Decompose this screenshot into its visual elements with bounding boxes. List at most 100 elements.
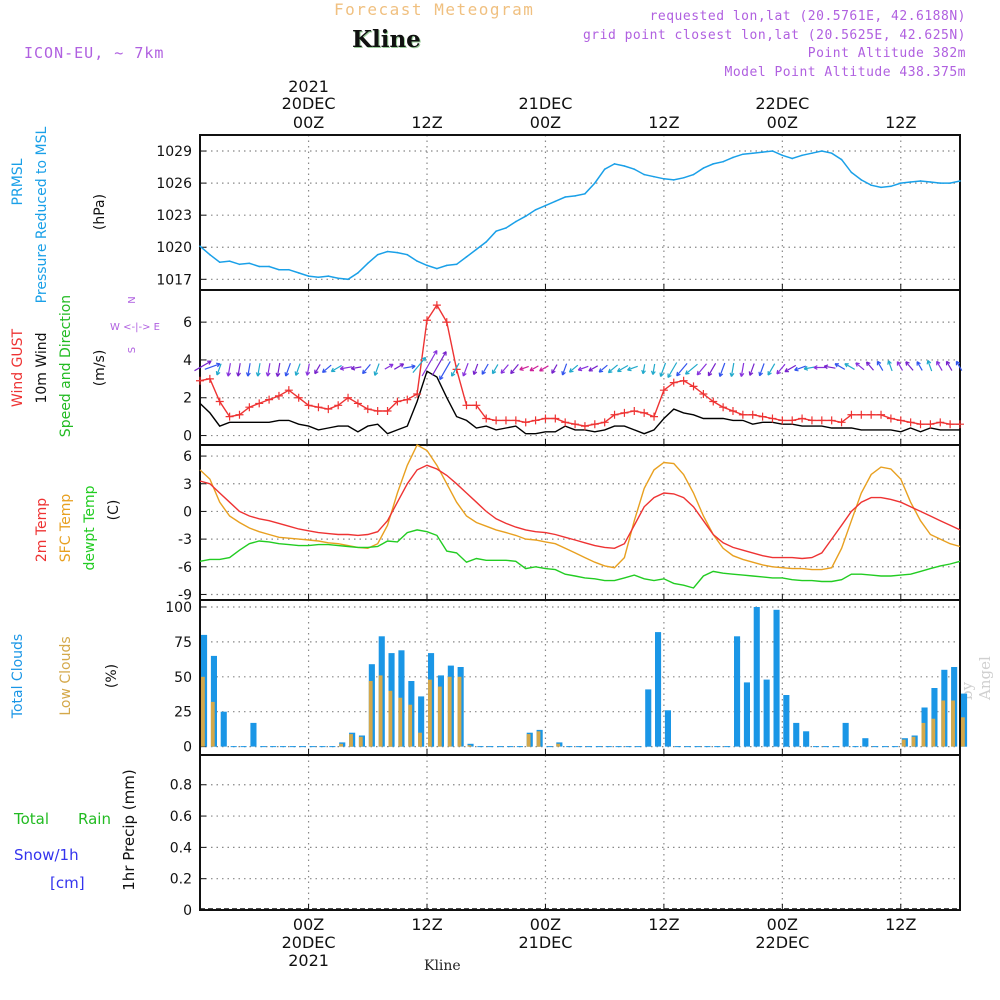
pressure-point <box>278 268 280 271</box>
pressure-point <box>396 251 399 254</box>
pressure-point <box>692 173 695 176</box>
wind-direction-arrow <box>226 363 232 377</box>
gust-marker <box>442 318 451 327</box>
top-time-label: 00Z <box>767 113 798 132</box>
total-cloud-bar <box>931 688 938 747</box>
pressure-point <box>702 167 705 169</box>
gust-marker <box>946 420 955 429</box>
wind-direction-arrow <box>577 365 589 372</box>
low-cloud-bar <box>408 704 413 747</box>
low-cloud-bar <box>457 676 462 747</box>
low-cloud-bar <box>368 681 373 747</box>
low-cloud-bar <box>339 743 343 747</box>
gust-marker <box>462 401 471 410</box>
pressure-point <box>288 268 290 271</box>
pressure-point <box>357 272 359 274</box>
gust-marker <box>482 414 491 423</box>
wind-direction-arrow <box>500 364 509 374</box>
pressure-point <box>840 158 843 161</box>
compass-west-east: W <-|-> E <box>110 322 160 333</box>
low-cloud-bar <box>358 736 363 747</box>
wind-direction-arrow <box>598 364 608 373</box>
bottom-date-label: 20DEC <box>282 933 336 952</box>
pressure-point <box>544 204 547 207</box>
wind-direction-arrow <box>439 361 451 381</box>
low-cloud-bar <box>921 722 926 747</box>
gust-marker <box>541 414 550 423</box>
low-cloud-bar <box>951 700 955 747</box>
wind-direction-arrow <box>767 363 776 376</box>
gust-marker <box>679 376 688 385</box>
bottom-time-label: 00Z <box>767 915 798 934</box>
pressure-point <box>297 272 300 274</box>
gust-marker <box>245 403 254 412</box>
wind-direction-arrow <box>794 365 807 372</box>
wind-direction-arrow <box>431 351 447 376</box>
wind-label-direction: Speed and Direction <box>58 295 74 437</box>
pressure-point <box>890 185 892 188</box>
wind-label-gust: Wind GUST <box>10 328 26 407</box>
pressure-point <box>742 153 744 156</box>
gust-marker <box>413 389 422 398</box>
gust-marker <box>561 418 570 427</box>
pressure-point <box>455 263 458 266</box>
gust-marker <box>304 401 313 410</box>
pressure-point <box>949 182 951 184</box>
wind-direction-arrow <box>403 364 416 370</box>
gust-marker <box>265 395 274 404</box>
wind-direction-arrow <box>823 364 836 370</box>
wind-direction-arrow <box>855 362 865 371</box>
wind-direction-arrow <box>421 349 438 377</box>
temp-2m-series-line <box>199 464 961 560</box>
wind-direction-arrow <box>926 359 933 372</box>
clouds-y-tick-label: 50 <box>174 670 192 686</box>
wind-direction-arrow <box>739 362 745 377</box>
wind-direction-arrow <box>294 363 301 376</box>
wind10m-series-line <box>199 370 960 435</box>
clouds-y-tick-label: 0 <box>183 740 192 756</box>
wind-direction-arrow <box>412 356 427 373</box>
gust-marker <box>363 405 372 414</box>
pressure-point <box>830 152 833 154</box>
wind-direction-arrow <box>916 361 923 371</box>
total-cloud-bar <box>664 710 671 747</box>
low-cloud-bar <box>201 676 205 747</box>
wind-direction-arrow <box>568 364 579 373</box>
gust-marker <box>501 416 510 425</box>
wind-direction-arrow <box>393 363 405 370</box>
low-cloud-bar <box>378 675 383 747</box>
gust-marker <box>353 399 362 408</box>
bottom-year-label: 2021 <box>288 951 329 970</box>
point-altitude: Point Altitude 382m <box>807 46 966 61</box>
wind-direction-arrow <box>204 362 221 370</box>
wind-direction-arrow <box>245 363 251 377</box>
wind-direction-arrow <box>510 364 519 375</box>
gust-marker <box>659 386 668 395</box>
pressure-point <box>722 160 724 163</box>
total-cloud-bar <box>418 696 425 747</box>
gust-marker <box>886 414 895 423</box>
compass-north: N <box>127 296 138 303</box>
wind-direction-arrow <box>462 362 469 377</box>
gust-marker <box>689 382 698 391</box>
total-cloud-bar <box>773 609 780 747</box>
pressure-point <box>228 260 231 262</box>
gust-marker <box>807 416 816 425</box>
low-cloud-bar <box>526 734 531 747</box>
precip-label-cm: [cm] <box>50 874 85 892</box>
total-cloud-bar <box>783 695 790 747</box>
wind-direction-arrow <box>491 364 499 375</box>
gust-marker <box>274 391 283 400</box>
top-date-label: 20DEC <box>282 94 336 113</box>
wind-direction-arrow <box>876 360 884 371</box>
wind-direction-arrow <box>813 365 826 370</box>
clouds-y-tick-label: 100 <box>165 600 192 616</box>
gust-marker <box>748 410 757 419</box>
wind-direction-arrow <box>905 361 914 371</box>
pressure-point <box>712 163 715 165</box>
clouds-unit-label: (%) <box>104 664 120 688</box>
pressure-point <box>850 171 853 174</box>
total-cloud-bar <box>734 636 741 747</box>
pressure-point <box>821 150 823 152</box>
